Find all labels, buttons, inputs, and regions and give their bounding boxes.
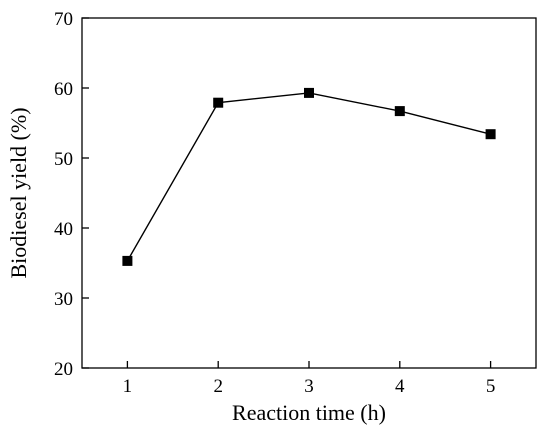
data-point-0-4 <box>485 129 496 140</box>
y-tick-label-5: 70 <box>54 9 73 30</box>
x-tick-label-2: 3 <box>304 376 314 397</box>
y-tick-label-0: 20 <box>54 359 73 380</box>
series-line-0 <box>126 92 491 262</box>
y-tick-label-2: 40 <box>54 219 73 240</box>
x-tick-label-1: 2 <box>213 376 223 397</box>
ticks-layer <box>82 17 492 369</box>
y-tick-label-4: 60 <box>54 79 73 100</box>
y-axis-title: Biodiesel yield (%) <box>6 107 31 278</box>
x-tick-label-3: 4 <box>395 376 405 397</box>
data-point-0-0 <box>122 255 133 266</box>
y-tick-label-3: 50 <box>54 149 73 170</box>
data-point-0-1 <box>213 97 224 108</box>
data-point-0-2 <box>304 87 314 98</box>
x-axis-title: Reaction time (h) <box>232 400 386 425</box>
data-point-0-3 <box>394 106 405 117</box>
y-tick-label-1: 30 <box>54 289 73 310</box>
x-tick-label-0: 1 <box>123 376 133 397</box>
plot-frame <box>81 17 537 369</box>
tick-labels-layer: 1 2 3 4 5 20 30 40 50 60 70 <box>54 9 495 397</box>
x-tick-label-4: 5 <box>486 376 496 397</box>
series-layer <box>122 87 496 266</box>
